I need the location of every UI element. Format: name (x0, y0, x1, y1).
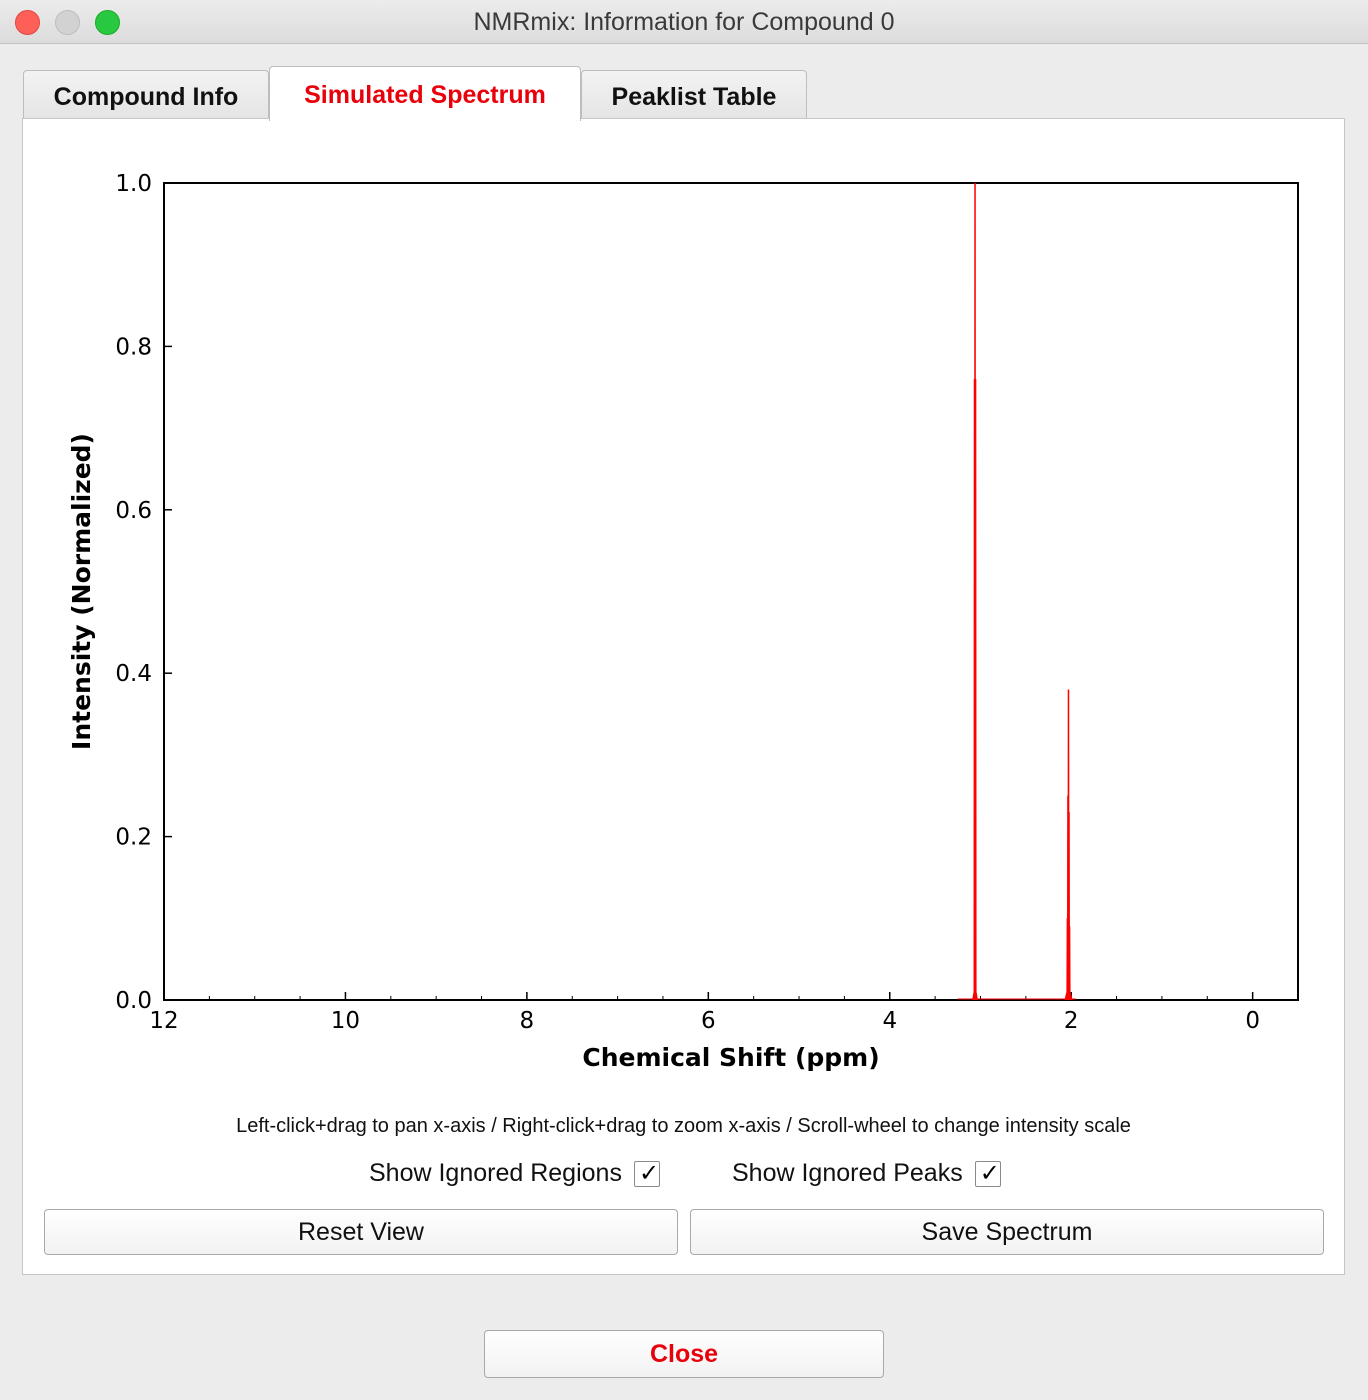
close-button[interactable]: Close (484, 1330, 884, 1378)
show-ignored-peaks-checkbox[interactable]: ✓ (974, 1159, 1001, 1187)
y-tick-label: 0.6 (115, 498, 152, 524)
reset-view-button[interactable]: Reset View (44, 1209, 678, 1255)
window-zoom-button[interactable] (95, 10, 120, 35)
title-bar: NMRmix: Information for Compound 0 (0, 0, 1368, 44)
plot-frame (163, 182, 1299, 1001)
y-tick-label: 0.8 (115, 334, 152, 360)
window-minimize-button[interactable] (55, 10, 80, 35)
x-tick-label: 4 (882, 1008, 897, 1034)
show-ignored-peaks-option[interactable]: Show Ignored Peaks ✓ (732, 1159, 1001, 1188)
save-spectrum-button[interactable]: Save Spectrum (690, 1209, 1324, 1255)
y-tick-label: 0.4 (115, 661, 152, 687)
show-ignored-peaks-label: Show Ignored Peaks (732, 1159, 963, 1187)
y-axis-label: Intensity (Normalized) (67, 433, 96, 750)
spectrum-peak (1064, 689, 1073, 1001)
y-tick-label: 0.0 (115, 988, 152, 1014)
checkmark-icon: ✓ (638, 1159, 660, 1187)
simulated-spectrum-panel: 0.0 0.2 0.4 0.6 0.8 1.0 12 10 8 6 4 2 0 Chemical Shif… (22, 118, 1345, 1275)
x-tick-label: 2 (1064, 1008, 1079, 1034)
window-close-button[interactable] (15, 10, 40, 35)
y-tick-label: 0.2 (115, 825, 152, 851)
x-tick-label: 10 (331, 1008, 360, 1034)
show-ignored-regions-checkbox[interactable]: ✓ (633, 1159, 660, 1187)
x-axis-label: Chemical Shift (ppm) (582, 1043, 879, 1072)
spectrum-peak (972, 182, 978, 1001)
x-tick-label: 8 (520, 1008, 535, 1034)
tab-peaklist-table[interactable]: Peaklist Table (581, 70, 807, 120)
interaction-hint: Left-click+drag to pan x-axis / Right-cl… (236, 1115, 1131, 1137)
x-tick-label: 0 (1245, 1008, 1260, 1034)
show-ignored-regions-label: Show Ignored Regions (369, 1159, 622, 1187)
checkmark-icon: ✓ (979, 1159, 1000, 1187)
spectrum-chart[interactable]: 0.0 0.2 0.4 0.6 0.8 1.0 12 10 8 6 4 2 0 Chemical Shif… (23, 119, 1346, 1099)
tab-compound-info[interactable]: Compound Info (23, 70, 269, 120)
tab-simulated-spectrum[interactable]: Simulated Spectrum (269, 66, 581, 121)
y-tick-label: 1.0 (115, 171, 152, 197)
show-ignored-regions-option[interactable]: Show Ignored Regions ✓ (369, 1159, 660, 1188)
x-tick-label: 12 (149, 1008, 178, 1034)
x-tick-label: 6 (701, 1008, 716, 1034)
window-title: NMRmix: Information for Compound 0 (473, 8, 895, 36)
